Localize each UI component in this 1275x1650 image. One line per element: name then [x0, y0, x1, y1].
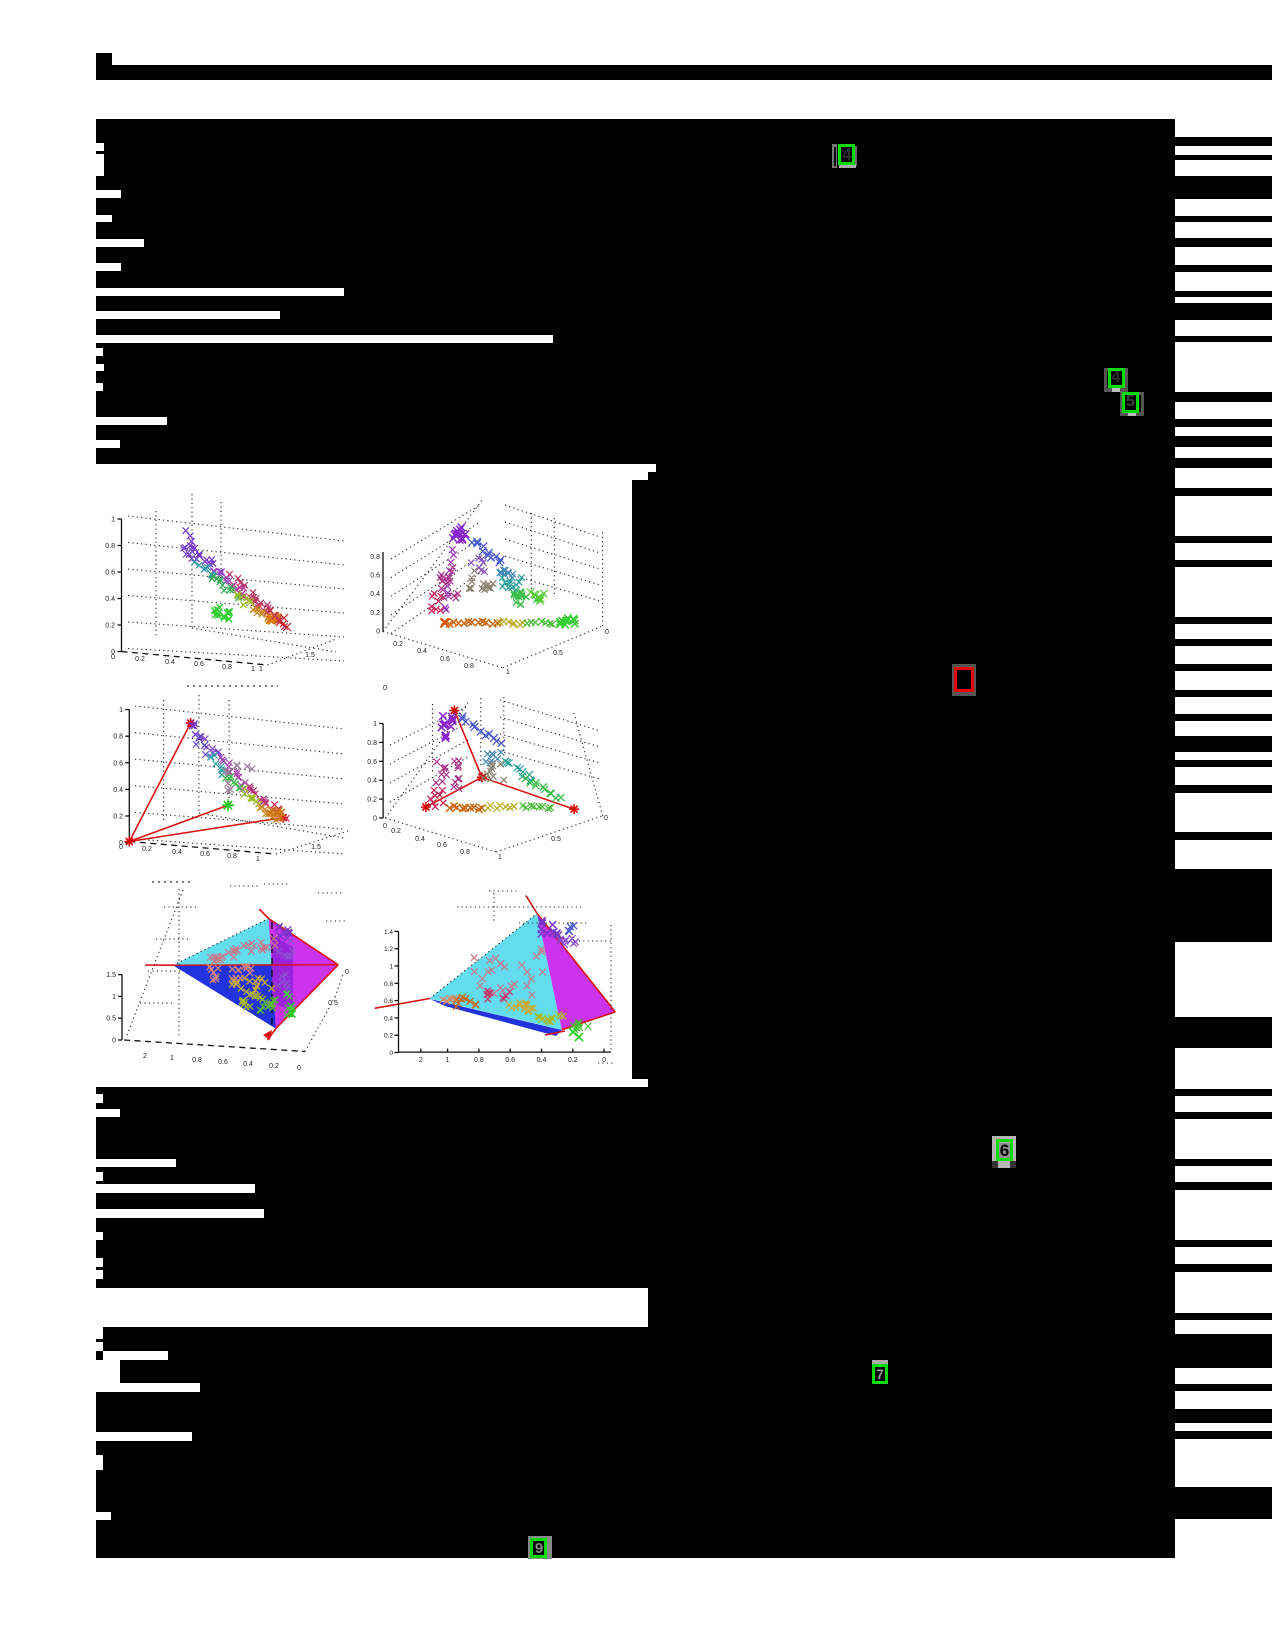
svg-text:0.6: 0.6 — [194, 661, 204, 668]
svg-text:1.2: 1.2 — [384, 946, 393, 953]
svg-text:0.8: 0.8 — [227, 853, 237, 860]
svg-text:0.8: 0.8 — [384, 981, 393, 988]
svg-text:0.8: 0.8 — [113, 734, 123, 741]
svg-text:0.2: 0.2 — [370, 610, 380, 617]
svg-text:0.2: 0.2 — [367, 797, 377, 804]
svg-text:0.4: 0.4 — [113, 787, 123, 794]
svg-text:0: 0 — [119, 844, 123, 851]
svg-text:0.6: 0.6 — [367, 759, 377, 766]
svg-text:1: 1 — [446, 1057, 450, 1064]
svg-text:0: 0 — [112, 1038, 116, 1045]
svg-text:0.4: 0.4 — [367, 778, 377, 785]
svg-text:0.5: 0.5 — [551, 836, 561, 843]
svg-text:0.6: 0.6 — [384, 998, 393, 1005]
svg-text:1: 1 — [256, 856, 260, 863]
svg-text:1: 1 — [259, 666, 263, 673]
svg-text:0: 0 — [111, 649, 115, 656]
svg-text:0.6: 0.6 — [370, 573, 380, 580]
svg-text:0: 0 — [119, 840, 123, 847]
svg-text:0.8: 0.8 — [105, 543, 115, 550]
svg-text:1: 1 — [111, 517, 115, 524]
svg-text:0.5: 0.5 — [553, 650, 563, 657]
svg-text:1: 1 — [389, 964, 393, 971]
svg-text:0.8: 0.8 — [464, 663, 474, 670]
svg-text:0.6: 0.6 — [437, 842, 447, 849]
svg-text:0.5: 0.5 — [106, 1016, 116, 1023]
svg-text:0.6: 0.6 — [200, 851, 210, 858]
svg-text:0.4: 0.4 — [415, 836, 425, 843]
svg-text:0.6: 0.6 — [440, 656, 450, 663]
svg-text:0: 0 — [297, 1065, 301, 1072]
svg-text:0: 0 — [345, 969, 349, 976]
svg-text:0: 0 — [602, 1057, 606, 1064]
svg-text:0: 0 — [383, 685, 387, 692]
svg-text:0.6: 0.6 — [218, 1059, 228, 1066]
svg-text:0.4: 0.4 — [172, 849, 182, 856]
svg-text:0.8: 0.8 — [370, 554, 380, 561]
svg-text:0.2: 0.2 — [384, 1033, 393, 1040]
svg-text:0.4: 0.4 — [384, 1015, 393, 1022]
svg-text:0: 0 — [373, 816, 377, 823]
svg-text:0.6: 0.6 — [113, 760, 123, 767]
svg-text:1: 1 — [251, 666, 255, 673]
svg-text:0: 0 — [383, 823, 387, 830]
svg-text:0: 0 — [389, 1050, 393, 1057]
svg-text:2: 2 — [143, 1053, 147, 1060]
svg-text:0: 0 — [605, 629, 609, 636]
svg-text:1: 1 — [373, 721, 377, 728]
svg-text:0.6: 0.6 — [105, 570, 115, 577]
svg-text:0.2: 0.2 — [142, 846, 152, 853]
svg-text:0.4: 0.4 — [537, 1057, 547, 1064]
svg-text:1: 1 — [112, 994, 116, 1001]
svg-text:0.4: 0.4 — [370, 591, 380, 598]
svg-text:0: 0 — [111, 654, 115, 661]
svg-text:0.8: 0.8 — [474, 1057, 484, 1064]
svg-text:0.8: 0.8 — [222, 664, 232, 671]
svg-text:1.4: 1.4 — [384, 929, 393, 936]
svg-text:0.4: 0.4 — [417, 648, 427, 655]
svg-text:0.4: 0.4 — [243, 1061, 253, 1068]
svg-text:0.4: 0.4 — [105, 596, 115, 603]
svg-text:0.2: 0.2 — [393, 641, 403, 648]
svg-text:1.5: 1.5 — [311, 844, 321, 851]
svg-text:0: 0 — [604, 815, 608, 822]
svg-text:0.8: 0.8 — [367, 740, 377, 747]
svg-text:0.2: 0.2 — [391, 828, 401, 835]
svg-text:0.5: 0.5 — [328, 1000, 338, 1007]
svg-text:0.8: 0.8 — [192, 1057, 202, 1064]
svg-text:0.2: 0.2 — [105, 623, 115, 630]
svg-text:0.2: 0.2 — [135, 656, 145, 663]
svg-text:0.2: 0.2 — [568, 1057, 578, 1064]
svg-text:0.6: 0.6 — [505, 1057, 515, 1064]
svg-text:1.5: 1.5 — [305, 652, 315, 659]
svg-text:0.2: 0.2 — [269, 1063, 279, 1070]
svg-text:1: 1 — [506, 669, 510, 676]
svg-text:0.4: 0.4 — [165, 659, 175, 666]
svg-text:0.8: 0.8 — [460, 849, 470, 856]
svg-text:1: 1 — [119, 707, 123, 714]
svg-text:2: 2 — [419, 1057, 423, 1064]
svg-text:0.2: 0.2 — [113, 814, 123, 821]
svg-text:1: 1 — [498, 854, 502, 861]
svg-text:0: 0 — [376, 628, 380, 635]
svg-text:1.5: 1.5 — [106, 972, 116, 979]
svg-text:1: 1 — [170, 1055, 174, 1062]
